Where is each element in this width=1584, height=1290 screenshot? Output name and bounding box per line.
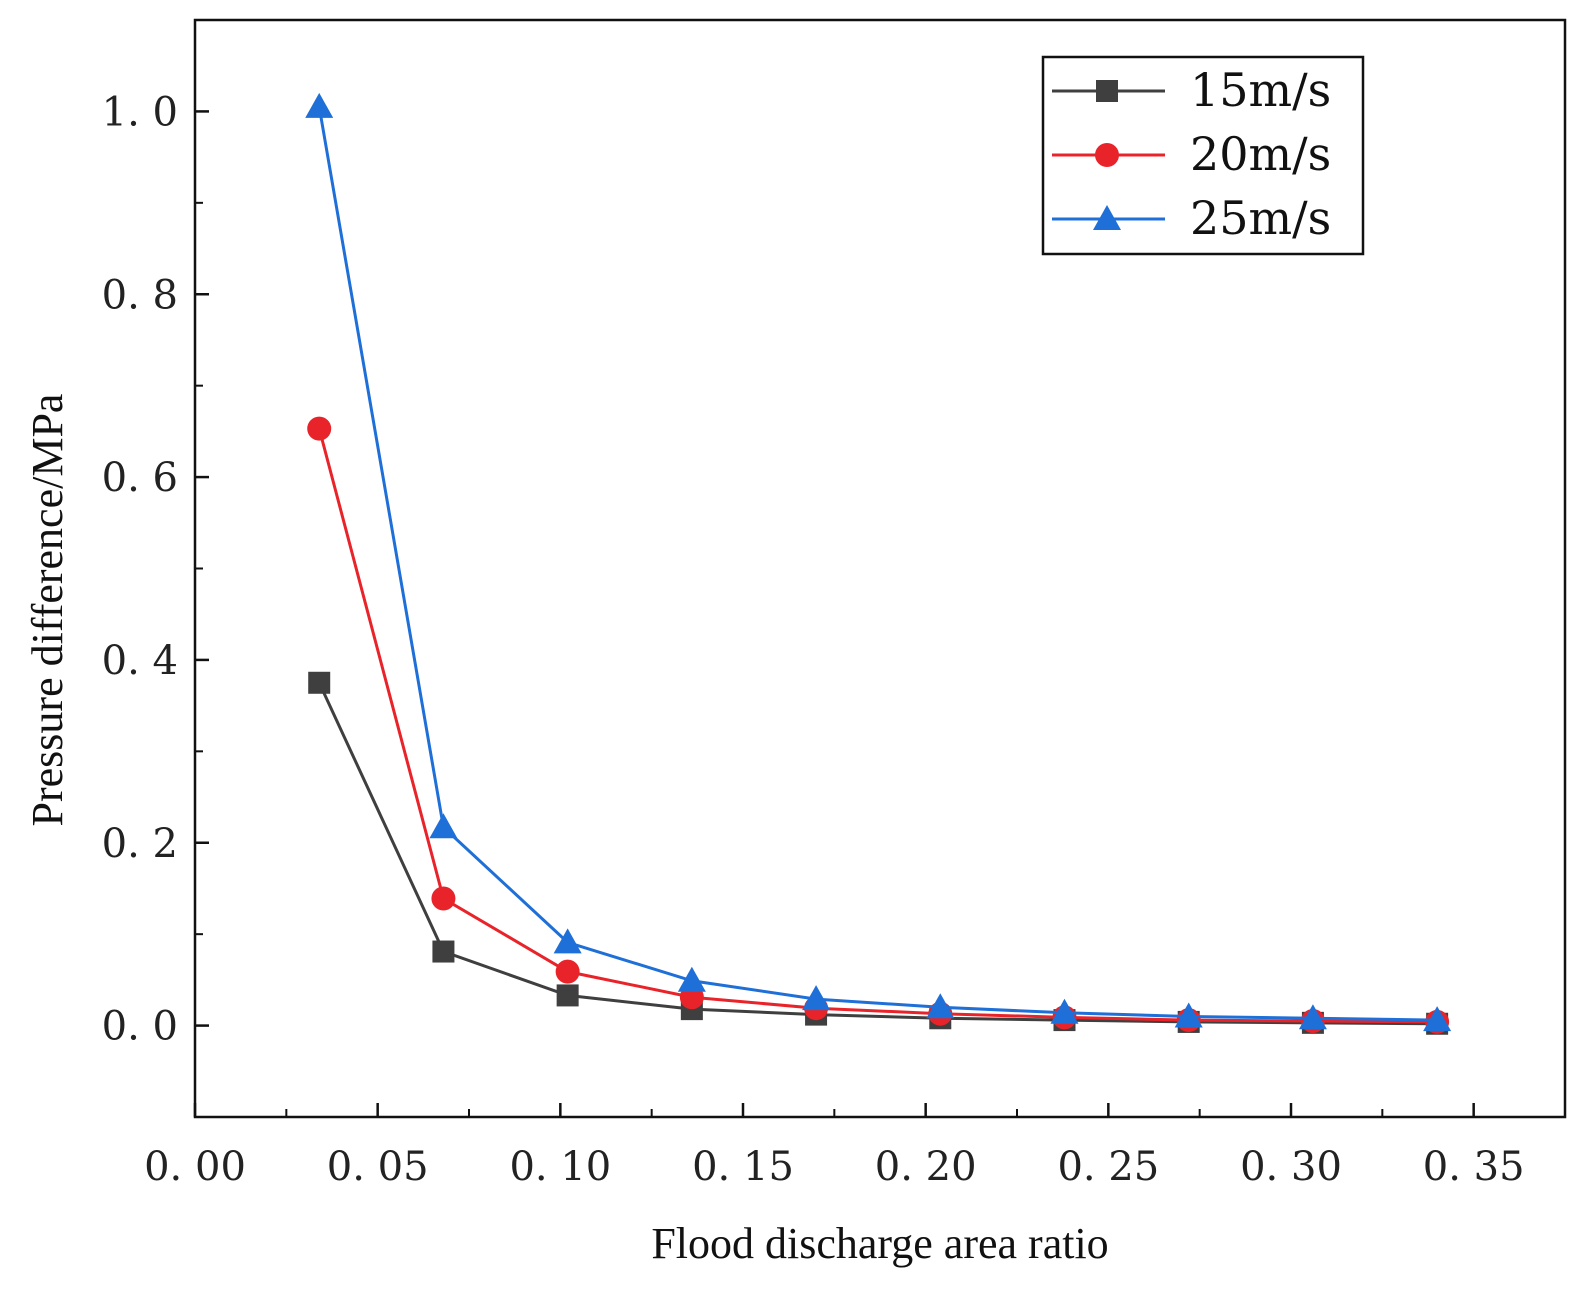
data-point-triangle [1050, 998, 1079, 1024]
legend: 15m/s 20m/s 25m/s [1041, 55, 1365, 256]
x-axis-title: Flood discharge area ratio [651, 1219, 1108, 1268]
legend-marker-square [1096, 80, 1118, 102]
legend-label: 15m/s [1190, 63, 1331, 117]
data-point-triangle [677, 966, 706, 992]
series-layer [305, 92, 1452, 1035]
data-point-circle [307, 416, 332, 441]
series-line-20m/s [317, 428, 1438, 1024]
y-tick-label: 0. 2 [102, 821, 178, 867]
y-tick-label: 0. 6 [102, 455, 178, 501]
legend-marker-triangle [1093, 205, 1121, 230]
y-tick-label: 0. 8 [102, 272, 178, 318]
plot-frame [193, 18, 1567, 1119]
data-point-square [556, 984, 579, 1007]
y-tick-label: 0. 4 [102, 638, 178, 684]
x-tick-label: 0. 35 [1423, 1144, 1525, 1190]
data-point-square [432, 940, 455, 963]
y-axis-title: Pressure difference/MPa [23, 394, 72, 827]
ticks-layer: 0. 00 0. 05 0. 10 0. 15 0. 20 0. 25 0. 30 0. 35… [102, 89, 1525, 1190]
series-line-25m/s [317, 106, 1438, 1022]
x-tick-label: 0. 10 [509, 1144, 611, 1190]
data-point-circle [431, 886, 456, 911]
x-tick-label: 0. 30 [1240, 1144, 1342, 1190]
y-tick-label: 0. 0 [102, 1004, 178, 1050]
x-tick-label: 0. 05 [327, 1144, 429, 1190]
x-tick-label: 0. 00 [144, 1144, 246, 1190]
x-tick-label: 0. 25 [1057, 1144, 1159, 1190]
legend-marker-circle [1095, 143, 1119, 167]
data-point-triangle [1174, 1002, 1203, 1028]
legend-label: 20m/s [1190, 127, 1331, 181]
data-point-circle [555, 959, 580, 984]
data-point-square [308, 671, 331, 694]
data-point-triangle [553, 928, 582, 954]
data-point-triangle [926, 993, 955, 1019]
data-point-triangle [802, 985, 831, 1011]
x-tick-label: 0. 20 [875, 1144, 977, 1190]
x-tick-label: 0. 15 [692, 1144, 794, 1190]
data-point-triangle [1423, 1006, 1452, 1032]
legend-label: 25m/s [1190, 191, 1331, 245]
data-point-triangle [429, 813, 458, 839]
y-tick-label: 1. 0 [102, 89, 178, 135]
series-line-15m/s [317, 682, 1438, 1026]
data-point-triangle [1298, 1004, 1327, 1030]
data-point-triangle [305, 92, 334, 118]
